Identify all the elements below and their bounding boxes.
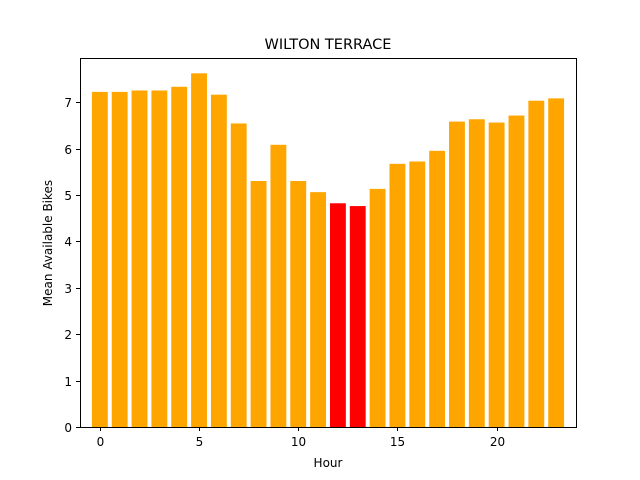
y-tick-label: 3 [64,282,72,296]
bars-group [91,73,565,428]
x-tick-label: 15 [390,435,405,449]
y-tick-label: 0 [64,421,72,435]
bar-hour-21 [508,115,525,428]
bar-hour-0 [91,91,108,427]
bar-hour-18 [449,121,465,427]
bar-hour-12 [329,203,346,427]
x-axis: 0 5 10 15 20 [97,427,505,449]
x-tick-label: 0 [97,435,105,449]
bar-hour-5 [191,73,207,427]
bar-hour-3 [151,90,168,428]
y-tick-label: 5 [64,189,72,203]
x-tick-label: 5 [196,435,204,449]
x-tick-label: 20 [490,435,505,449]
y-tick-label: 1 [64,375,72,389]
bar-hour-11 [310,192,327,427]
y-tick-label: 4 [64,235,72,249]
bar-hour-8 [250,181,267,427]
y-axis: 0 1 2 3 4 5 6 7 [64,96,80,435]
bar-hour-16 [409,161,426,427]
bar-hour-9 [270,144,287,428]
bar-hour-17 [429,150,446,427]
bar-hour-19 [468,119,485,428]
bar-hour-23 [548,98,565,427]
y-axis-label: Mean Available Bikes [41,180,55,306]
bar-hour-10 [290,181,307,427]
y-tick-label: 6 [64,143,72,157]
bar-hour-4 [171,86,188,427]
chart-title: WILTON TERRACE [265,37,392,53]
bar-hour-6 [210,94,227,428]
bar-hour-13 [349,206,366,427]
bar-hour-15 [389,163,406,427]
bar-hour-1 [111,91,128,427]
y-tick-label: 2 [64,328,72,342]
y-tick-label: 7 [64,96,72,110]
bar-hour-2 [131,90,148,428]
bar-hour-20 [488,122,505,428]
bar-hour-14 [369,188,386,427]
bar-hour-7 [230,123,247,427]
bar-hour-22 [528,100,545,427]
x-axis-label: Hour [314,456,343,470]
x-tick-label: 10 [291,435,306,449]
plot-frame [80,58,577,428]
